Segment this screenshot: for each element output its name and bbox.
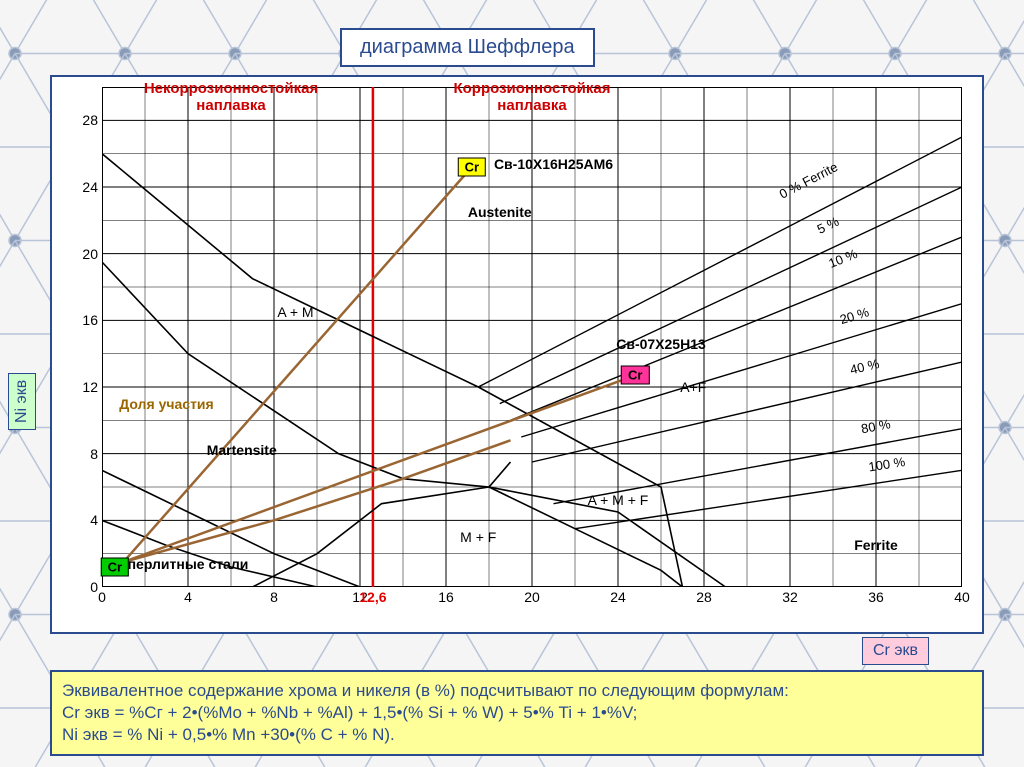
region-label-10: Св-07Х25Н13 [616, 336, 706, 352]
region-label-2: Доля участия [119, 396, 213, 412]
y-tick: 4 [90, 512, 98, 528]
region-label-9: Св-10Х16Н25АМ6 [494, 156, 613, 172]
x-tick: 28 [696, 589, 712, 605]
x-tick: 32 [782, 589, 798, 605]
x-tick: 40 [954, 589, 970, 605]
region-label-0: Austenite [468, 204, 532, 220]
y-tick: 20 [82, 246, 98, 262]
x-tick: 36 [868, 589, 884, 605]
region-label-3: Martensite [207, 442, 277, 458]
region-label-6: A + M + F [588, 492, 649, 508]
x-marker-label: 12,6 [359, 589, 386, 605]
region-label-7: Ferrite [854, 537, 898, 553]
formula-cr: Cr экв = %Cг + 2•(%Mo + %Nb + %Al) + 1,5… [62, 702, 972, 724]
formula-ni: Ni экв = % Ni + 0,5•% Mn +30•(% C + % N)… [62, 724, 972, 746]
y-tick: 8 [90, 446, 98, 462]
formula-box: Эквивалентное содержание хрома и никеля … [50, 670, 984, 756]
x-tick: 20 [524, 589, 540, 605]
region-label-5: M + F [460, 529, 496, 545]
x-tick: 16 [438, 589, 454, 605]
x-tick: 24 [610, 589, 626, 605]
cr-box-2: Cr [101, 558, 129, 577]
x-axis-ticks: 048121620242832364012,6 [102, 589, 962, 613]
y-tick: 0 [90, 579, 98, 595]
region-label-1: A + M [277, 304, 313, 320]
header-right: Коррозионностойкаянаплавка [453, 80, 610, 114]
cr-box-1: Cr [621, 366, 649, 385]
header-left: Некоррозионностойкаянаплавка [144, 80, 318, 114]
y-tick: 28 [82, 112, 98, 128]
region-label-4: перлитные стали [128, 556, 249, 572]
x-tick: 4 [184, 589, 192, 605]
plot-area: НекоррозионностойкаянаплавкаКоррозионнос… [102, 87, 962, 587]
x-tick: 0 [98, 589, 106, 605]
y-axis-label: Ni экв [8, 373, 36, 430]
region-label-8: A+F [680, 379, 706, 395]
y-axis-ticks: 0481216202428 [62, 87, 98, 587]
cr-box-0: Cr [458, 158, 486, 177]
formula-intro: Эквивалентное содержание хрома и никеля … [62, 680, 972, 702]
x-axis-label: Cr экв [862, 637, 929, 665]
x-tick: 8 [270, 589, 278, 605]
y-tick: 24 [82, 179, 98, 195]
y-tick: 16 [82, 312, 98, 328]
schaeffler-chart: 0 4 8 12 16 20 24 28 Некоррозионностойкаянаплав… [50, 75, 984, 634]
y-tick: 12 [82, 379, 98, 395]
diagram-title: диаграмма Шеффлера [340, 28, 595, 67]
